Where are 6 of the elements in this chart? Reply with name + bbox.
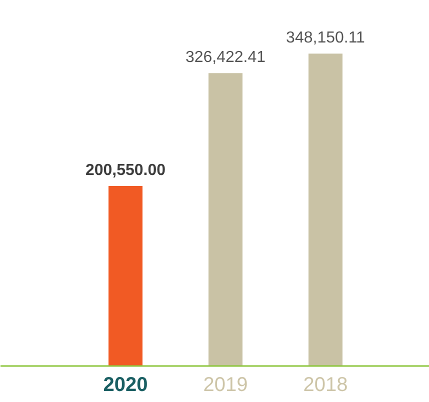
- x-tick-label: 2019: [203, 374, 248, 396]
- data-label: 348,150.11: [286, 30, 366, 47]
- data-label: 326,422.41: [185, 49, 266, 66]
- x-tick-label: 2018: [303, 374, 348, 396]
- data-label: 200,550.00: [85, 162, 166, 180]
- x-tick-label: 2020: [103, 374, 148, 396]
